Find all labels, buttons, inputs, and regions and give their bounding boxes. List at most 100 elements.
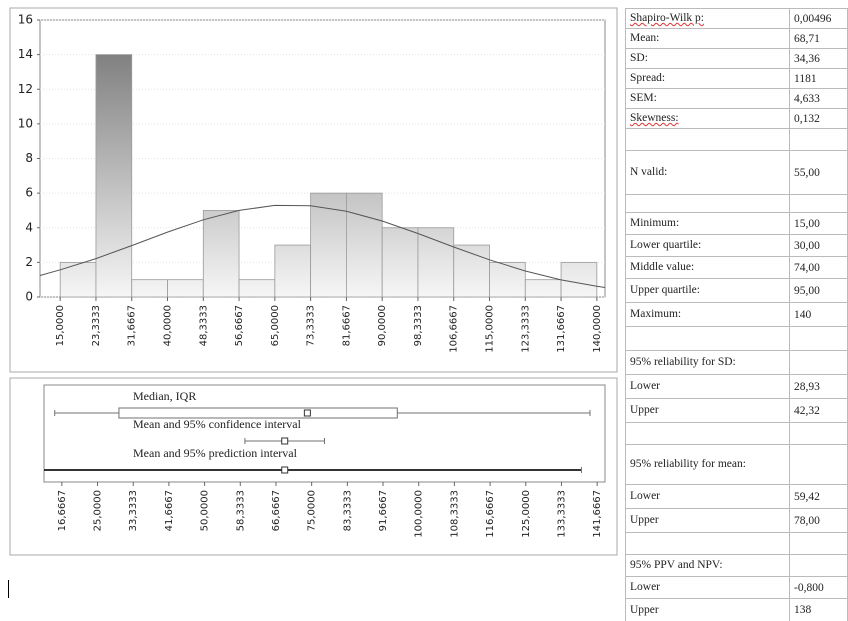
bar [238,279,276,298]
table-row: Spread: 1181 [625,68,848,89]
x-tick-label: 131,6667 [556,305,567,353]
stat-label: 95% PPV and NPV: [625,554,790,577]
table-row: Shapiro-Wilk p: 0,00496 [625,8,848,29]
x-tick-label: 83,3333 [342,490,353,531]
statistics-table: Shapiro-Wilk p: 0,00496 Mean: 68,71 SD: 34,36… [625,8,848,621]
bar [560,261,598,298]
table-row: Mean: 68,71 [625,28,848,49]
stat-label: Lower [625,374,790,399]
iqr-box [118,407,398,419]
x-tick-label: 106,6667 [449,305,460,353]
stat-value: -0,800 [789,576,848,599]
center-marker [281,466,289,474]
stat-value: 140 [789,302,848,327]
y-tick-label: 14 [18,47,33,61]
table-row: Upper 78,00 [625,508,848,533]
table-row: 95% PPV and NPV: [625,554,848,577]
bar [345,192,383,298]
plot-area [43,384,606,483]
stat-label: SEM: [625,88,790,109]
stat-label: Lower quartile: [625,234,790,257]
bar [167,279,204,298]
x-tick-label: 16,6667 [57,490,68,531]
bar [59,261,97,298]
table-row: Lower quartile: 30,00 [625,234,848,257]
x-tick-label: 125,0000 [521,490,532,538]
x-tick-label: 41,6667 [164,490,175,531]
table-row [625,326,848,351]
table-row: Upper 42,32 [625,398,848,423]
stat-label [625,128,790,151]
center-marker [281,437,289,445]
bar [274,244,312,298]
row-label: Mean and 95% confidence interval [133,417,302,431]
table-row [625,422,848,445]
x-tick-label: 75,0000 [307,490,318,531]
x-tick-label: 123,3333 [520,305,531,353]
table-row: Minimum: 15,00 [625,212,848,235]
stat-label: 95% reliability for mean: [625,444,790,485]
x-tick-label: 73,3333 [306,305,317,346]
x-tick-label: 23,3333 [91,305,102,346]
stat-label: Upper [625,598,790,621]
stat-label: Mean: [625,28,790,49]
x-tick-label: 33,3333 [128,490,139,531]
stat-value: 28,93 [789,374,848,399]
y-tick-label: 16 [18,13,33,27]
row-label: Median, IQR [133,389,196,403]
table-row: Skewness: 0,132 [625,108,848,129]
y-tick-label: 4 [25,220,33,234]
x-tick-label: 140,0000 [592,305,603,353]
bar [489,261,526,298]
stat-value: 15,00 [789,212,848,235]
x-tick-label: 65,0000 [270,305,281,346]
stat-label: SD: [625,48,790,69]
x-tick-label: 98,3333 [413,305,424,346]
stat-value [789,128,848,151]
stat-value: 78,00 [789,508,848,533]
stat-value: 34,36 [789,48,848,69]
stat-value [789,194,848,213]
table-row: Maximum: 140 [625,302,848,327]
x-tick-label: 25,0000 [93,490,104,531]
stat-value: 42,32 [789,398,848,423]
stat-label: Minimum: [625,212,790,235]
table-row: Middle value: 74,00 [625,256,848,279]
table-row: Upper quartile: 95,00 [625,278,848,303]
bar [381,227,419,298]
x-tick-label: 81,6667 [341,305,352,346]
x-tick-label: 31,6667 [127,305,138,346]
row-label: Mean and 95% prediction interval [133,446,298,460]
stat-value [789,444,848,485]
stat-label: Lower [625,484,790,509]
table-row: Lower -0,800 [625,576,848,599]
x-tick-label: 48,3333 [198,305,209,346]
x-tick-label: 141,6667 [592,490,603,538]
stat-label [625,422,790,445]
table-row: Lower 28,93 [625,374,848,399]
plot-content [44,407,591,474]
x-tick-label: 90,0000 [377,305,388,346]
x-tick-label: 15,0000 [55,305,66,346]
stat-value [789,532,848,555]
y-tick-label: 2 [25,255,33,269]
x-tick-label: 100,0000 [414,490,425,538]
stat-value [789,350,848,375]
stat-label: Lower [625,576,790,599]
stat-label: Upper [625,508,790,533]
stat-label: N valid: [625,150,790,195]
x-tick-label: 56,6667 [234,305,245,346]
table-row: Upper 138 [625,598,848,621]
table-row: 95% reliability for SD: [625,350,848,375]
y-tick-label: 12 [18,82,33,96]
bar [417,227,455,298]
center-marker [303,409,311,417]
table-row: SEM: 4,633 [625,88,848,109]
x-tick-label: 91,6667 [378,490,389,531]
bar [524,279,562,298]
stat-label [625,194,790,213]
stat-value: 4,633 [789,88,848,109]
table-row: N valid: 55,00 [625,150,848,195]
stat-value: 0,00496 [789,8,848,29]
